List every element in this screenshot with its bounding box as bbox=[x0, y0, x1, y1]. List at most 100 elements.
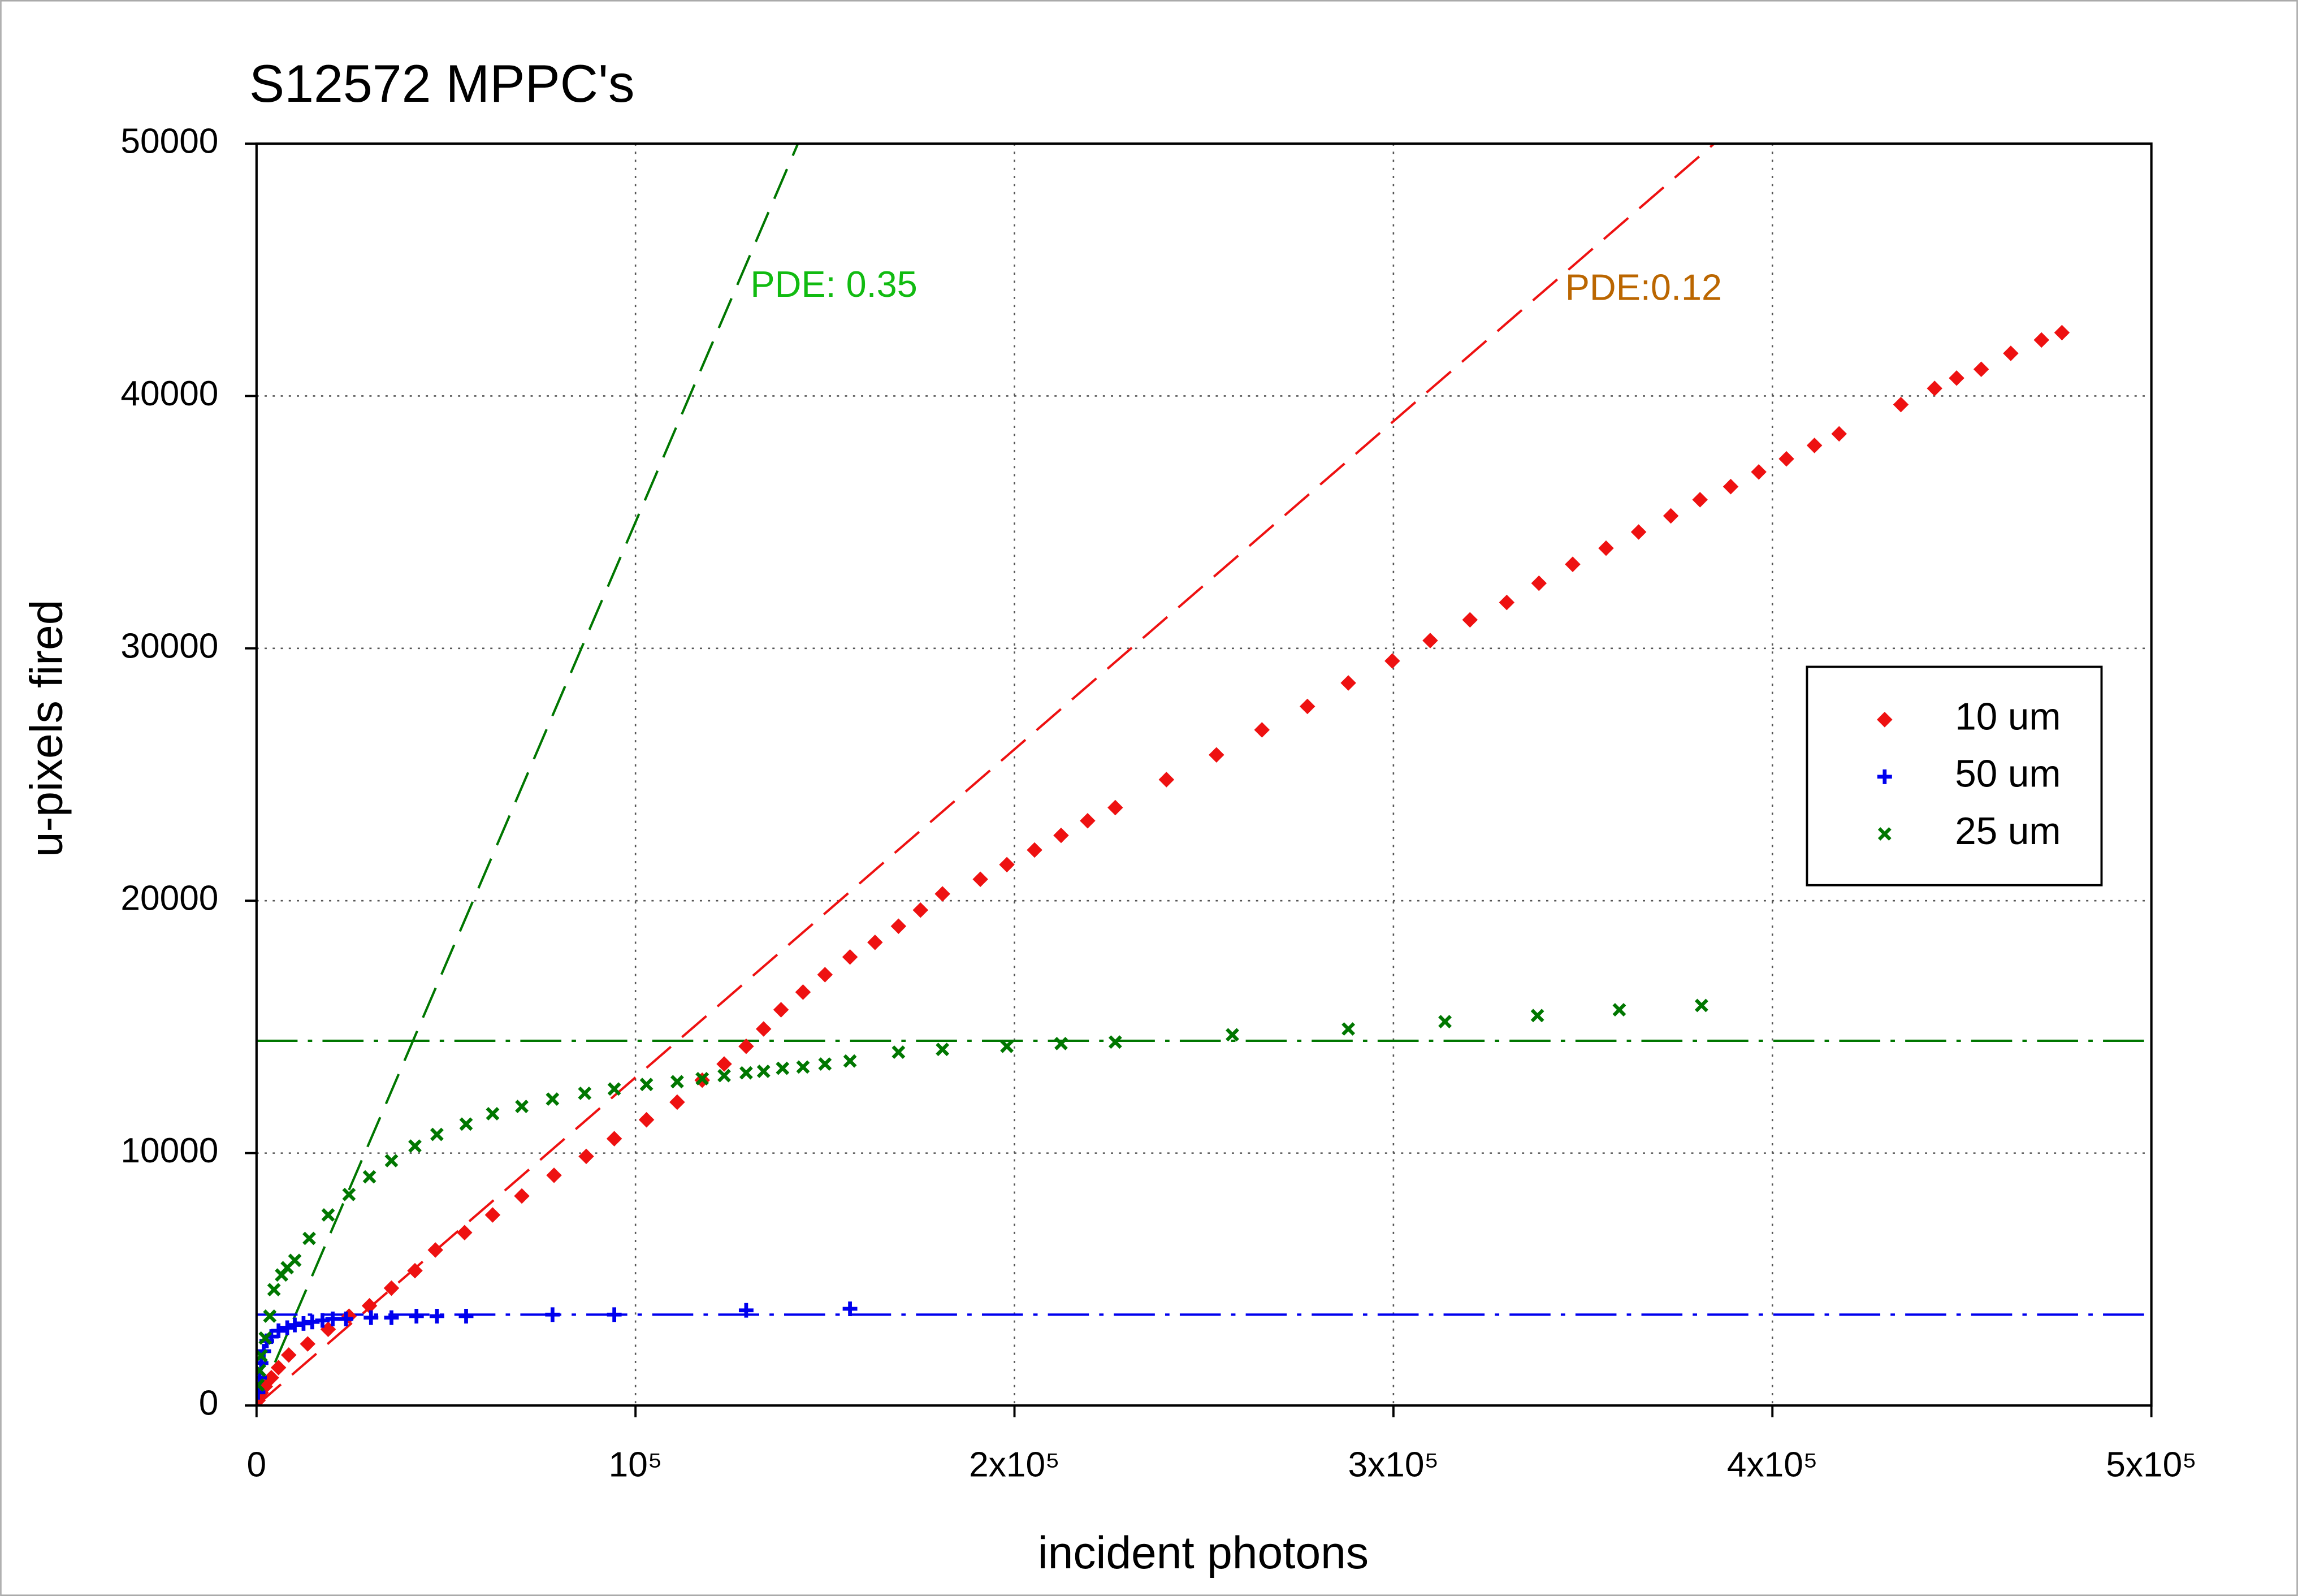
data-point bbox=[1341, 1022, 1356, 1036]
x-tick-label: 3x10⁵ bbox=[1348, 1445, 1439, 1484]
series bbox=[256, 325, 2070, 1406]
plot-area bbox=[256, 144, 2152, 1406]
data-point bbox=[607, 1082, 621, 1096]
data-point bbox=[407, 1262, 423, 1279]
data-point bbox=[342, 1187, 356, 1201]
data-point bbox=[776, 1061, 790, 1075]
legend-label: 10 um bbox=[1955, 696, 2061, 738]
data-point bbox=[773, 1002, 789, 1018]
data-point bbox=[842, 949, 858, 965]
data-point bbox=[934, 886, 950, 902]
annotation: PDE:0.12 bbox=[1565, 266, 1722, 308]
data-point bbox=[739, 1066, 753, 1080]
data-point bbox=[300, 1336, 316, 1352]
data-point bbox=[383, 1280, 400, 1296]
data-point bbox=[639, 1078, 654, 1092]
legend-label: 25 um bbox=[1955, 810, 2061, 853]
data-point bbox=[280, 1320, 295, 1335]
data-point bbox=[972, 871, 988, 888]
data-point bbox=[514, 1188, 530, 1204]
data-point bbox=[1973, 361, 1989, 377]
data-point bbox=[267, 1283, 281, 1297]
data-point bbox=[427, 1242, 443, 1258]
data-point bbox=[1107, 799, 1123, 816]
data-point bbox=[890, 918, 907, 935]
data-point bbox=[891, 1045, 906, 1059]
y-tick-label: 40000 bbox=[120, 374, 218, 413]
data-point bbox=[263, 1309, 277, 1323]
data-point bbox=[867, 935, 883, 950]
data-point bbox=[1694, 998, 1708, 1013]
data-point bbox=[717, 1069, 731, 1083]
data-point bbox=[429, 1309, 444, 1323]
legend: 10 um 50 um 25 um bbox=[1806, 665, 2103, 886]
data-point bbox=[459, 1117, 473, 1131]
data-point bbox=[1053, 827, 1069, 844]
data-point bbox=[1027, 842, 1042, 858]
data-point bbox=[1499, 594, 1515, 611]
data-point bbox=[1663, 508, 1679, 524]
data-point bbox=[2033, 332, 2049, 348]
data-point bbox=[1598, 540, 1614, 556]
data-point bbox=[695, 1072, 709, 1085]
y-tick-label: 10000 bbox=[120, 1131, 218, 1170]
x-tick-label: 2x10⁵ bbox=[969, 1445, 1060, 1484]
data-point bbox=[1630, 524, 1647, 540]
y-tick-label: 0 bbox=[199, 1383, 219, 1422]
data-point bbox=[362, 1170, 376, 1184]
data-point bbox=[795, 984, 811, 1000]
data-point bbox=[339, 1311, 353, 1326]
data-point bbox=[1422, 633, 1438, 648]
data-point bbox=[384, 1154, 399, 1167]
data-point bbox=[270, 1360, 287, 1376]
x-tick-label: 10⁵ bbox=[609, 1445, 663, 1484]
data-point bbox=[484, 1207, 501, 1223]
data-point bbox=[1949, 370, 1964, 386]
data-point bbox=[1080, 812, 1096, 829]
data-point bbox=[936, 1043, 950, 1057]
data-point bbox=[606, 1131, 622, 1147]
data-point bbox=[515, 1100, 529, 1113]
data-point bbox=[545, 1307, 560, 1322]
data-point bbox=[1531, 575, 1547, 591]
data-point bbox=[1723, 478, 1739, 495]
data-point bbox=[430, 1127, 444, 1141]
data-point bbox=[842, 1301, 858, 1316]
data-point bbox=[1751, 464, 1767, 480]
data-point bbox=[486, 1107, 500, 1121]
data-point bbox=[716, 1056, 732, 1072]
data-point bbox=[288, 1253, 302, 1268]
data-point bbox=[1612, 1003, 1626, 1017]
data-point bbox=[1299, 698, 1315, 715]
data-point bbox=[1209, 747, 1224, 763]
legend-marker bbox=[1877, 769, 1892, 784]
data-point bbox=[1000, 1039, 1014, 1053]
x-tick-label: 4x10⁵ bbox=[1727, 1445, 1818, 1484]
data-point bbox=[1254, 722, 1270, 738]
data-point bbox=[817, 967, 833, 983]
chart-title: S12572 MPPC's bbox=[249, 54, 635, 113]
legend-marker bbox=[1877, 712, 1893, 728]
data-point bbox=[409, 1309, 424, 1323]
data-point bbox=[408, 1139, 422, 1153]
data-point bbox=[2003, 345, 2019, 361]
data-point bbox=[607, 1307, 622, 1322]
data-point bbox=[1226, 1028, 1239, 1042]
y-tick-label: 50000 bbox=[120, 122, 218, 161]
data-point bbox=[638, 1111, 655, 1128]
data-point bbox=[756, 1065, 771, 1078]
data-point bbox=[755, 1021, 772, 1037]
data-point bbox=[578, 1086, 592, 1100]
data-point bbox=[578, 1148, 594, 1165]
legend-box bbox=[1806, 665, 2103, 886]
legend-marker bbox=[1877, 827, 1892, 841]
data-point bbox=[546, 1167, 562, 1183]
data-point bbox=[384, 1310, 399, 1325]
data-point bbox=[1806, 438, 1823, 453]
data-point bbox=[263, 1370, 279, 1386]
data-point bbox=[256, 1364, 267, 1377]
data-point bbox=[1831, 426, 1847, 442]
data-point bbox=[457, 1225, 473, 1240]
data-point bbox=[256, 1378, 265, 1392]
